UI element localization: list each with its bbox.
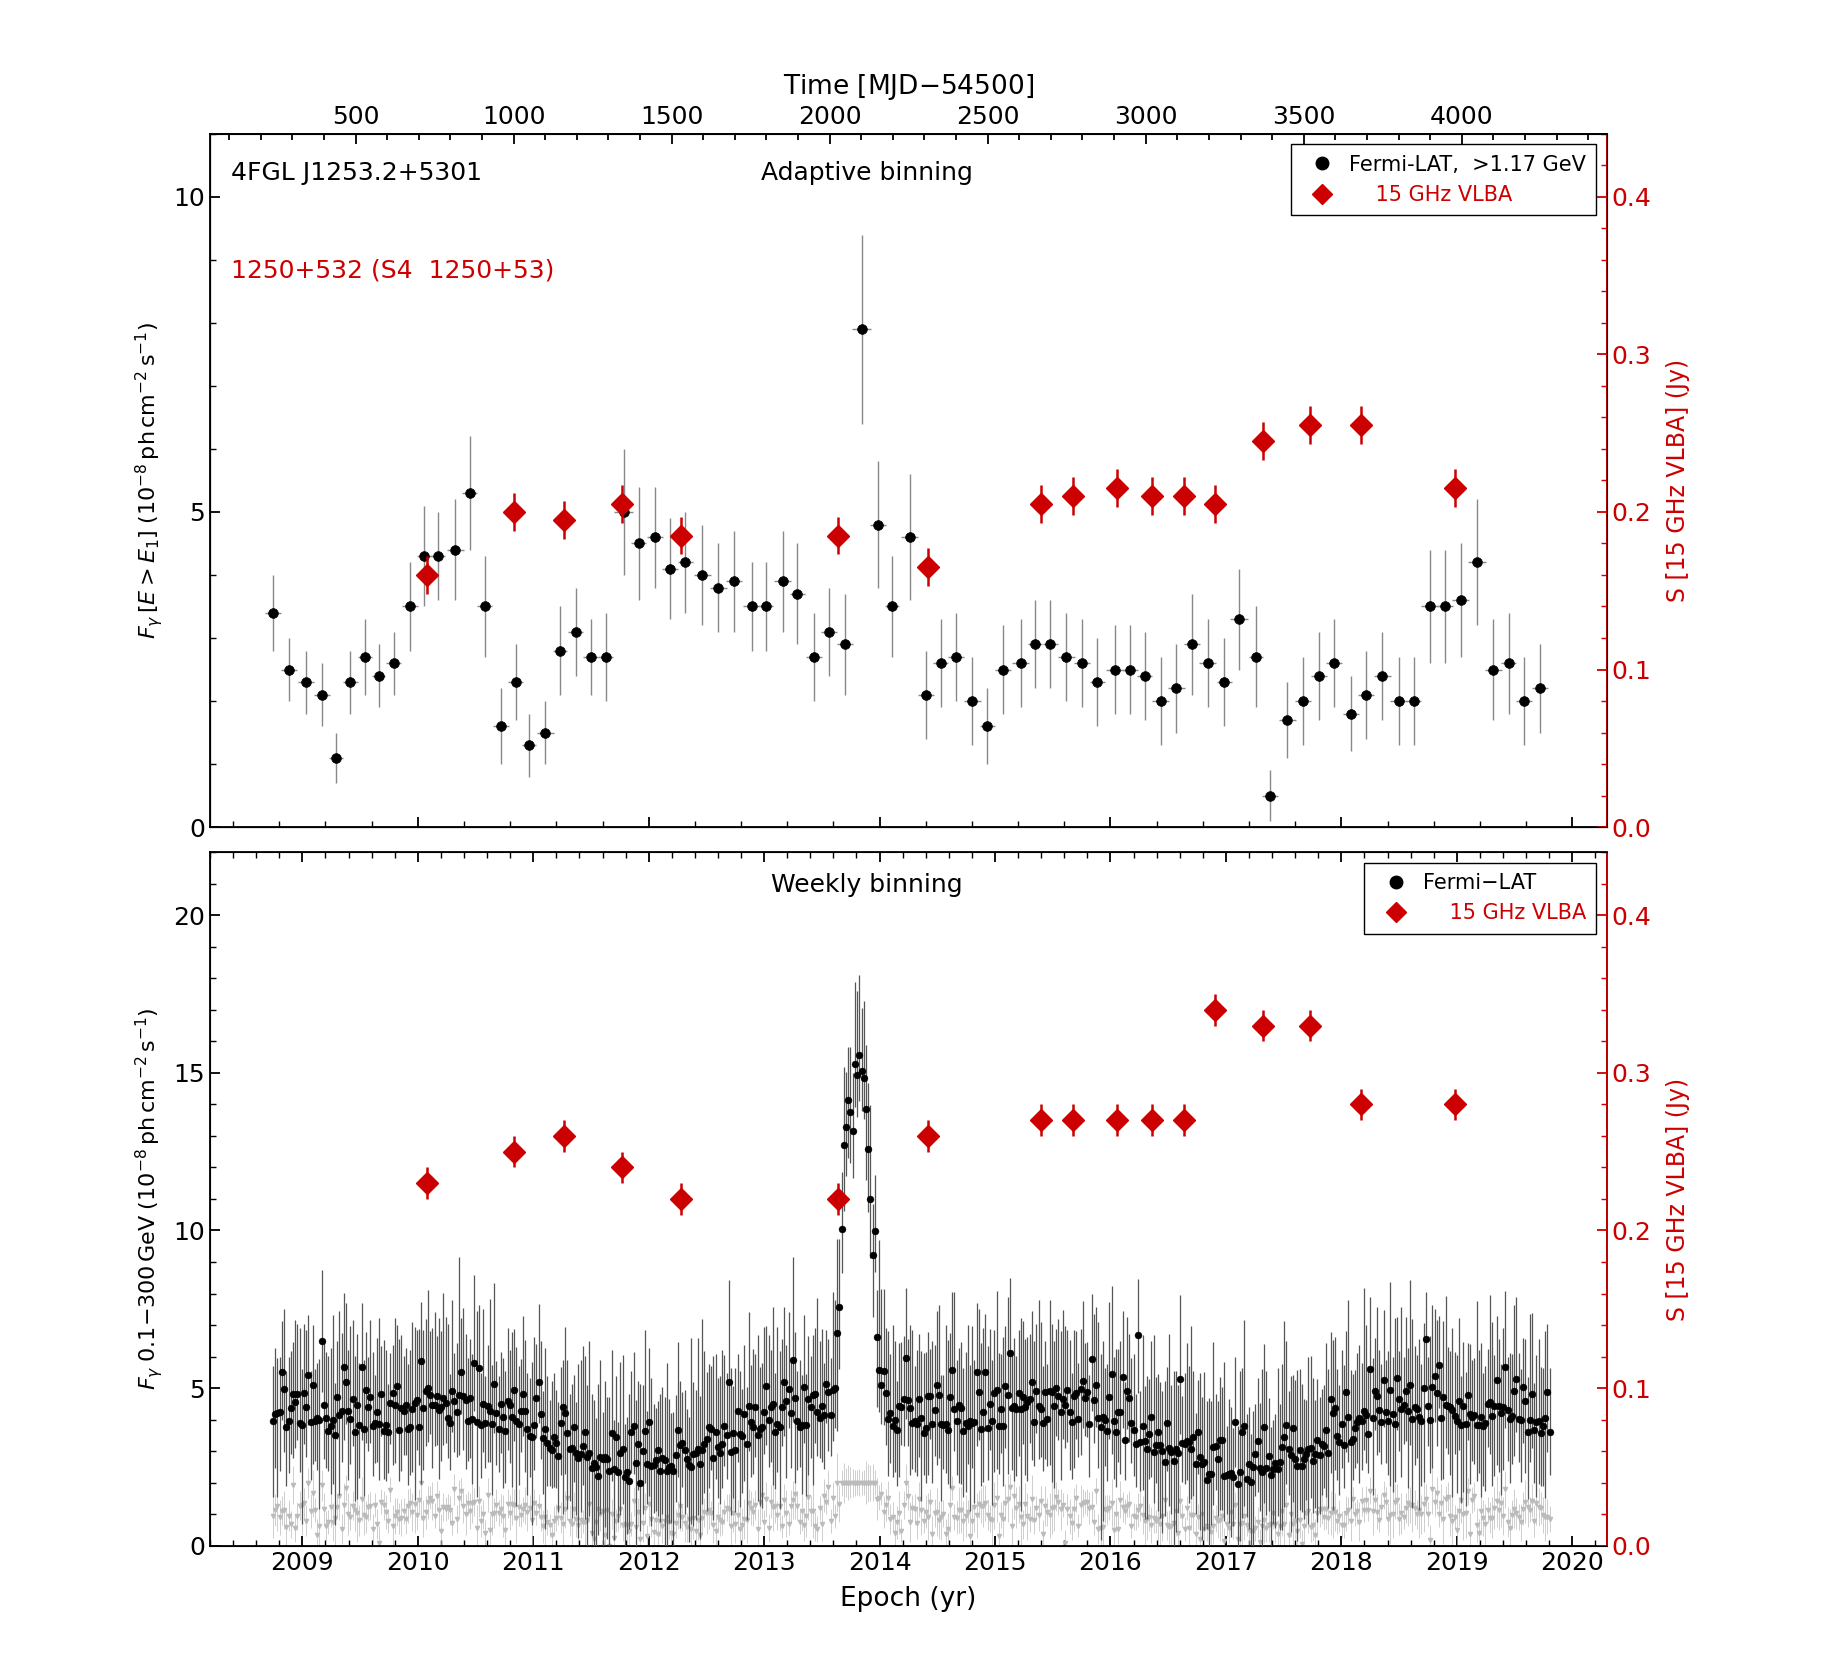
Text: Weekly binning: Weekly binning — [771, 872, 962, 897]
Text: 4FGL J1253.2+5301: 4FGL J1253.2+5301 — [230, 162, 482, 185]
Y-axis label: $F_{\gamma}\;0.1{-}300\,\mathrm{GeV}\;(10^{-8}\,\mathrm{ph\,cm^{-2}\,s^{-1}})$: $F_{\gamma}\;0.1{-}300\,\mathrm{GeV}\;(1… — [133, 1008, 164, 1390]
X-axis label: Epoch (yr): Epoch (yr) — [840, 1586, 977, 1611]
Legend: Fermi−LAT,     15 GHz VLBA: Fermi−LAT, 15 GHz VLBA — [1364, 862, 1596, 934]
Text: Adaptive binning: Adaptive binning — [761, 162, 973, 185]
Y-axis label: $F_{\gamma}\,[E{>}E_1]\;(10^{-8}\,\mathrm{ph\,cm^{-2}\,s^{-1}})$: $F_{\gamma}\,[E{>}E_1]\;(10^{-8}\,\mathr… — [133, 323, 164, 638]
Y-axis label: S [15 GHz VLBA] (Jy): S [15 GHz VLBA] (Jy) — [1665, 359, 1689, 602]
Legend: Fermi-LAT,  >1.17 GeV,     15 GHz VLBA: Fermi-LAT, >1.17 GeV, 15 GHz VLBA — [1291, 144, 1596, 216]
Y-axis label: S [15 GHz VLBA] (Jy): S [15 GHz VLBA] (Jy) — [1665, 1078, 1689, 1320]
Text: 1250+532 (S4  1250+53): 1250+532 (S4 1250+53) — [230, 259, 555, 282]
X-axis label: Time [MJD$-$54500]: Time [MJD$-$54500] — [783, 72, 1034, 102]
